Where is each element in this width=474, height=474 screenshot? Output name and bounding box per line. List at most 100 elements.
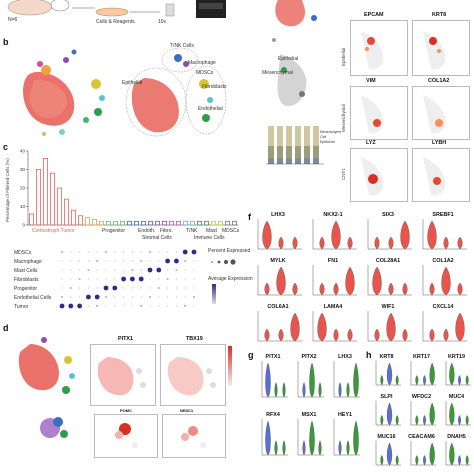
dot [96, 278, 98, 280]
dot [96, 287, 98, 289]
f-violin-cell: COL1A2 [417, 258, 469, 302]
dot [167, 251, 169, 253]
dot [87, 287, 89, 289]
f-gene-title: COL1A2 [432, 258, 454, 264]
bar [189, 220, 195, 226]
bar [57, 187, 63, 226]
stack-seg [268, 126, 274, 146]
violin [388, 236, 394, 250]
f-violin-svg [312, 265, 357, 296]
dot [70, 251, 72, 253]
violin [333, 328, 339, 342]
h-gene-title: MUC4 [448, 394, 465, 400]
f-gene-title: LHX3 [271, 212, 285, 218]
dot [87, 251, 89, 253]
panel-f-violins: LHX3 NKX2-1 SIX3 SREBF1 MYLK FN1 COL28A1 COL1A2… [252, 212, 472, 352]
g-gene-title: PITX2 [301, 354, 317, 360]
h-violin-svg [445, 441, 471, 466]
stack-seg [304, 126, 310, 146]
violin [386, 442, 393, 466]
d-feature-plot-1 [160, 344, 226, 406]
bottom-umap [30, 408, 80, 448]
dot [184, 269, 186, 271]
dot [131, 287, 133, 289]
violin [429, 442, 435, 466]
f-gene-title: SREBF1 [432, 212, 454, 218]
violin [274, 440, 278, 456]
dot [158, 251, 160, 253]
h-gene-title: KRT17 [412, 354, 431, 360]
dot [184, 304, 187, 308]
f-gene-title: COL6A1 [267, 304, 289, 310]
bar [161, 220, 167, 226]
dot [147, 267, 153, 273]
violin [292, 282, 298, 296]
violin [264, 328, 270, 342]
stack-seg [313, 158, 319, 164]
violin [443, 328, 449, 342]
bar [147, 220, 153, 226]
dot [191, 249, 197, 255]
violin [429, 362, 435, 386]
dot [105, 260, 107, 262]
panel-d-umap [14, 328, 82, 404]
violin [338, 440, 342, 456]
dot [167, 269, 169, 271]
h-gene-title: WFDC2 [411, 394, 432, 400]
n-label: N=6 [8, 17, 18, 23]
dot [114, 278, 116, 280]
cluster-label-mdscs: MDSCs [196, 70, 214, 76]
f-violin-svg [422, 219, 467, 250]
violin [429, 282, 435, 296]
f-violin-cell: FN1 [307, 258, 359, 302]
dot [149, 278, 151, 280]
violin [429, 402, 435, 426]
bar [224, 220, 230, 226]
violin [347, 328, 353, 342]
rt-row-label-0: Epithelial [341, 47, 346, 66]
stack-seg [277, 126, 283, 146]
dot-legend-dot [230, 259, 236, 265]
bar [168, 220, 174, 226]
f-violin-svg [257, 265, 302, 296]
group-progenitor: Progenitor [102, 228, 126, 234]
dot [60, 295, 64, 299]
rt-gene-lyz: LYZ [366, 140, 376, 146]
stack-legend-2: Epithelial [320, 140, 335, 144]
violin [319, 282, 325, 296]
bar [210, 220, 216, 226]
dot-legend-dot [217, 260, 221, 264]
bar [42, 157, 48, 226]
f-violin-cell: COL28A1 [362, 258, 414, 302]
dot-row-0: MDSCs [14, 250, 32, 256]
dot [175, 305, 177, 307]
workflow-schematic [7, 0, 226, 18]
bar [78, 215, 84, 226]
h-violin-svg [410, 361, 436, 386]
bar [35, 169, 41, 226]
panel-b-umap-left [14, 40, 114, 140]
panel-c-group-labels: Corticotroph Tumor Progenitor Endoth. Fi… [14, 226, 242, 244]
h-violin-cell: WFDC2 [405, 394, 438, 432]
violin [415, 415, 419, 426]
dot [87, 278, 89, 280]
dot [105, 269, 107, 271]
h-violin-svg [410, 441, 436, 466]
c-ylabel: Percentage of Filtered Cells (%) [5, 158, 10, 222]
dot [175, 278, 177, 280]
rt-row-label-2: CNT1 [341, 168, 346, 180]
dot [70, 269, 72, 271]
cluster-label-tnk: T/NK Cells [170, 43, 194, 49]
violin [457, 236, 463, 250]
dot [105, 305, 107, 307]
bar [92, 219, 98, 226]
bar [50, 172, 56, 226]
dot [175, 287, 177, 289]
dot [149, 287, 151, 289]
bottom-gene-0: POMC [120, 408, 132, 413]
violin [386, 402, 393, 426]
g-violin-svg [297, 419, 324, 456]
cluster-label-epithelial: Epithelial [122, 80, 143, 86]
dot [193, 260, 195, 262]
dot [167, 305, 169, 307]
